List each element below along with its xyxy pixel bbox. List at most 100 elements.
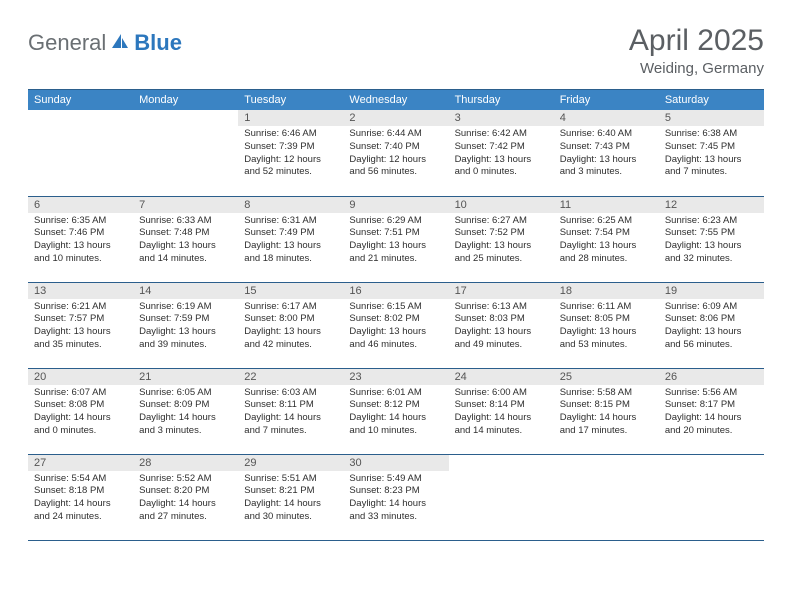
day-number: 5	[659, 110, 764, 126]
day-number: 17	[449, 283, 554, 299]
day-details: Sunrise: 5:56 AMSunset: 8:17 PMDaylight:…	[659, 385, 764, 442]
day-number: 22	[238, 369, 343, 385]
day-number: 18	[554, 283, 659, 299]
day-details: Sunrise: 6:27 AMSunset: 7:52 PMDaylight:…	[449, 213, 554, 270]
calendar-row: 1Sunrise: 6:46 AMSunset: 7:39 PMDaylight…	[28, 110, 764, 196]
day-details: Sunrise: 6:17 AMSunset: 8:00 PMDaylight:…	[238, 299, 343, 356]
calendar-cell: 26Sunrise: 5:56 AMSunset: 8:17 PMDayligh…	[659, 368, 764, 454]
calendar-cell	[133, 110, 238, 196]
calendar-cell: 2Sunrise: 6:44 AMSunset: 7:40 PMDaylight…	[343, 110, 448, 196]
day-number	[133, 110, 238, 114]
day-number: 30	[343, 455, 448, 471]
calendar-body: 1Sunrise: 6:46 AMSunset: 7:39 PMDaylight…	[28, 110, 764, 540]
col-monday: Monday	[133, 90, 238, 111]
day-details: Sunrise: 6:44 AMSunset: 7:40 PMDaylight:…	[343, 126, 448, 183]
calendar-cell: 22Sunrise: 6:03 AMSunset: 8:11 PMDayligh…	[238, 368, 343, 454]
calendar-cell: 4Sunrise: 6:40 AMSunset: 7:43 PMDaylight…	[554, 110, 659, 196]
calendar-cell: 30Sunrise: 5:49 AMSunset: 8:23 PMDayligh…	[343, 454, 448, 540]
day-details: Sunrise: 6:33 AMSunset: 7:48 PMDaylight:…	[133, 213, 238, 270]
day-details: Sunrise: 5:52 AMSunset: 8:20 PMDaylight:…	[133, 471, 238, 528]
day-details: Sunrise: 6:23 AMSunset: 7:55 PMDaylight:…	[659, 213, 764, 270]
day-details: Sunrise: 6:35 AMSunset: 7:46 PMDaylight:…	[28, 213, 133, 270]
day-details: Sunrise: 6:13 AMSunset: 8:03 PMDaylight:…	[449, 299, 554, 356]
day-number: 2	[343, 110, 448, 126]
day-details: Sunrise: 6:31 AMSunset: 7:49 PMDaylight:…	[238, 213, 343, 270]
day-number: 21	[133, 369, 238, 385]
day-number: 3	[449, 110, 554, 126]
day-number: 6	[28, 197, 133, 213]
calendar-cell: 25Sunrise: 5:58 AMSunset: 8:15 PMDayligh…	[554, 368, 659, 454]
calendar-cell: 15Sunrise: 6:17 AMSunset: 8:00 PMDayligh…	[238, 282, 343, 368]
col-friday: Friday	[554, 90, 659, 111]
day-number: 25	[554, 369, 659, 385]
day-number: 15	[238, 283, 343, 299]
day-details: Sunrise: 6:29 AMSunset: 7:51 PMDaylight:…	[343, 213, 448, 270]
calendar-cell: 18Sunrise: 6:11 AMSunset: 8:05 PMDayligh…	[554, 282, 659, 368]
calendar-cell: 11Sunrise: 6:25 AMSunset: 7:54 PMDayligh…	[554, 196, 659, 282]
day-number: 9	[343, 197, 448, 213]
calendar-row: 6Sunrise: 6:35 AMSunset: 7:46 PMDaylight…	[28, 196, 764, 282]
day-number	[28, 110, 133, 114]
day-number: 7	[133, 197, 238, 213]
calendar-cell: 5Sunrise: 6:38 AMSunset: 7:45 PMDaylight…	[659, 110, 764, 196]
day-number: 12	[659, 197, 764, 213]
calendar-cell: 27Sunrise: 5:54 AMSunset: 8:18 PMDayligh…	[28, 454, 133, 540]
title-block: April 2025 Weiding, Germany	[629, 24, 764, 77]
day-number: 4	[554, 110, 659, 126]
day-number: 14	[133, 283, 238, 299]
calendar-cell: 6Sunrise: 6:35 AMSunset: 7:46 PMDaylight…	[28, 196, 133, 282]
day-number	[659, 455, 764, 459]
day-number: 27	[28, 455, 133, 471]
calendar-cell: 3Sunrise: 6:42 AMSunset: 7:42 PMDaylight…	[449, 110, 554, 196]
sail-icon	[110, 32, 130, 55]
calendar-cell: 24Sunrise: 6:00 AMSunset: 8:14 PMDayligh…	[449, 368, 554, 454]
day-number: 11	[554, 197, 659, 213]
calendar-table: Sunday Monday Tuesday Wednesday Thursday…	[28, 89, 764, 541]
calendar-cell: 20Sunrise: 6:07 AMSunset: 8:08 PMDayligh…	[28, 368, 133, 454]
calendar-cell: 19Sunrise: 6:09 AMSunset: 8:06 PMDayligh…	[659, 282, 764, 368]
calendar-header-row: Sunday Monday Tuesday Wednesday Thursday…	[28, 90, 764, 111]
calendar-page: General Blue April 2025 Weiding, Germany…	[0, 0, 792, 561]
calendar-cell: 14Sunrise: 6:19 AMSunset: 7:59 PMDayligh…	[133, 282, 238, 368]
calendar-cell: 17Sunrise: 6:13 AMSunset: 8:03 PMDayligh…	[449, 282, 554, 368]
day-details: Sunrise: 6:11 AMSunset: 8:05 PMDaylight:…	[554, 299, 659, 356]
col-wednesday: Wednesday	[343, 90, 448, 111]
day-details: Sunrise: 6:07 AMSunset: 8:08 PMDaylight:…	[28, 385, 133, 442]
day-number: 19	[659, 283, 764, 299]
day-details: Sunrise: 6:03 AMSunset: 8:11 PMDaylight:…	[238, 385, 343, 442]
calendar-cell: 13Sunrise: 6:21 AMSunset: 7:57 PMDayligh…	[28, 282, 133, 368]
day-number: 20	[28, 369, 133, 385]
calendar-cell: 21Sunrise: 6:05 AMSunset: 8:09 PMDayligh…	[133, 368, 238, 454]
calendar-cell: 9Sunrise: 6:29 AMSunset: 7:51 PMDaylight…	[343, 196, 448, 282]
day-details: Sunrise: 6:09 AMSunset: 8:06 PMDaylight:…	[659, 299, 764, 356]
calendar-cell: 16Sunrise: 6:15 AMSunset: 8:02 PMDayligh…	[343, 282, 448, 368]
day-details: Sunrise: 6:38 AMSunset: 7:45 PMDaylight:…	[659, 126, 764, 183]
brand-part1: General	[28, 30, 106, 56]
calendar-cell: 10Sunrise: 6:27 AMSunset: 7:52 PMDayligh…	[449, 196, 554, 282]
day-number: 8	[238, 197, 343, 213]
day-number: 13	[28, 283, 133, 299]
col-tuesday: Tuesday	[238, 90, 343, 111]
calendar-cell	[554, 454, 659, 540]
day-number: 23	[343, 369, 448, 385]
day-details: Sunrise: 6:42 AMSunset: 7:42 PMDaylight:…	[449, 126, 554, 183]
col-thursday: Thursday	[449, 90, 554, 111]
day-number: 29	[238, 455, 343, 471]
calendar-cell: 23Sunrise: 6:01 AMSunset: 8:12 PMDayligh…	[343, 368, 448, 454]
day-number: 26	[659, 369, 764, 385]
brand-logo: General Blue	[28, 24, 182, 56]
calendar-cell: 12Sunrise: 6:23 AMSunset: 7:55 PMDayligh…	[659, 196, 764, 282]
calendar-cell: 29Sunrise: 5:51 AMSunset: 8:21 PMDayligh…	[238, 454, 343, 540]
day-details: Sunrise: 6:40 AMSunset: 7:43 PMDaylight:…	[554, 126, 659, 183]
month-title: April 2025	[629, 24, 764, 58]
calendar-cell	[449, 454, 554, 540]
day-details: Sunrise: 5:49 AMSunset: 8:23 PMDaylight:…	[343, 471, 448, 528]
day-number: 1	[238, 110, 343, 126]
day-details: Sunrise: 6:25 AMSunset: 7:54 PMDaylight:…	[554, 213, 659, 270]
calendar-row: 13Sunrise: 6:21 AMSunset: 7:57 PMDayligh…	[28, 282, 764, 368]
day-number: 16	[343, 283, 448, 299]
calendar-cell: 28Sunrise: 5:52 AMSunset: 8:20 PMDayligh…	[133, 454, 238, 540]
calendar-row: 20Sunrise: 6:07 AMSunset: 8:08 PMDayligh…	[28, 368, 764, 454]
day-details: Sunrise: 6:15 AMSunset: 8:02 PMDaylight:…	[343, 299, 448, 356]
day-number	[449, 455, 554, 459]
